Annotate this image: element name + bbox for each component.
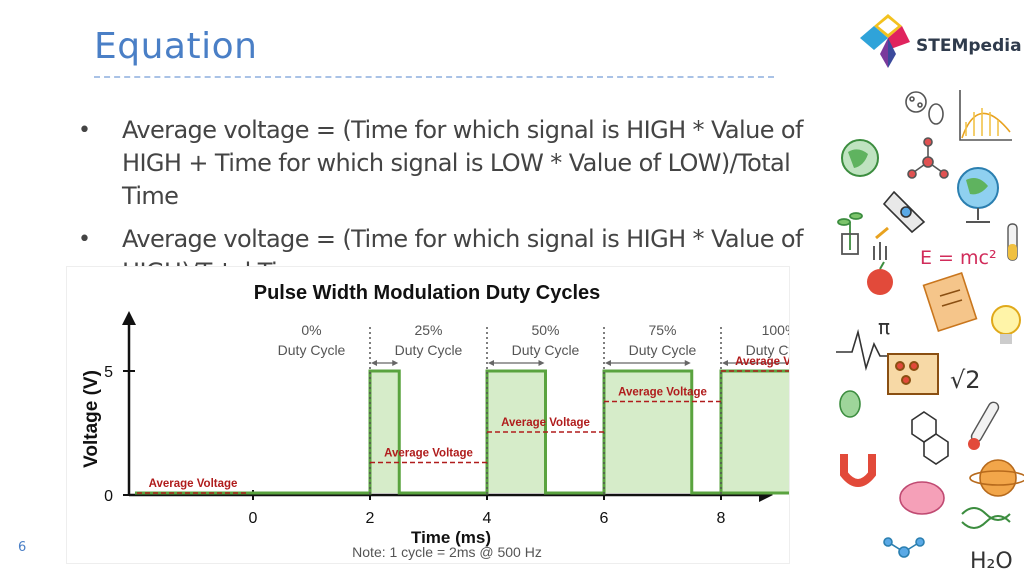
duty-cycle-label: Duty Cycle <box>278 342 346 358</box>
rocket-icon <box>875 190 926 240</box>
einstein-equation-text: E = mc² <box>920 247 997 269</box>
duty-cycle-label: Duty Cycle <box>512 342 580 358</box>
apple-icon <box>867 242 893 295</box>
average-voltage-label: Average Voltage <box>618 387 707 399</box>
magnet-icon <box>840 454 876 487</box>
test-tube-icon <box>1007 223 1018 261</box>
cycle-note: Note: 1 cycle = 2ms @ 500 Hz <box>352 544 542 560</box>
molecule-icon <box>907 137 949 179</box>
water-formula-text: H₂O <box>970 549 1013 574</box>
thermometer-icon <box>968 401 1000 450</box>
y-axis-label: Voltage (V) <box>81 370 102 468</box>
bullet-dot: • <box>78 118 91 143</box>
book-icon <box>922 271 978 333</box>
duty-cycle-label: Duty Cycle <box>395 342 463 358</box>
atom-chain-icon <box>883 537 925 558</box>
y-tick-label: 5 <box>104 364 113 381</box>
sqrt-two-text: √2 <box>950 366 981 394</box>
pwm-diagram-svg: Pulse Width Modulation Duty Cycles Volta… <box>81 282 840 560</box>
pulse-wave-icon <box>836 328 890 371</box>
x-tick-label: 8 <box>717 510 726 527</box>
average-voltage-label: Average Voltage <box>384 448 473 460</box>
arrow-head <box>538 360 545 366</box>
duty-percent-label: 75% <box>648 322 676 338</box>
lightbulb-icon <box>991 305 1021 344</box>
x-tick-label: 2 <box>366 510 375 527</box>
duty-percent-label: 100% <box>762 322 789 338</box>
x-axis-label: Time (ms) <box>411 528 491 547</box>
arrow-head <box>605 360 611 366</box>
stempedia-logo-icon <box>860 14 910 68</box>
y-axis-arrow <box>122 311 136 325</box>
microbe-icon <box>905 91 944 125</box>
pi-symbol-text: π <box>878 315 890 339</box>
globe-icon <box>841 139 879 177</box>
hexagon-molecule-icon <box>911 411 949 465</box>
bullet-dot: • <box>78 227 91 252</box>
graph-icon <box>959 90 1012 141</box>
bullet-text: Average voltage = (Time for which signal… <box>122 116 803 210</box>
high-pulse-fill <box>370 371 400 493</box>
arrow-head <box>488 360 494 366</box>
dna-icon <box>961 507 1011 529</box>
world-globe-icon <box>957 167 999 223</box>
abacus-icon <box>887 353 939 395</box>
high-pulse-fill <box>604 371 692 493</box>
pwm-diagram: Pulse Width Modulation Duty Cycles Volta… <box>66 266 840 564</box>
science-doodles: E = mc² π √2 H <box>836 90 1024 574</box>
arrow-head <box>371 360 377 366</box>
pill-icon <box>839 390 861 418</box>
average-voltage-label: Average Voltage <box>149 478 238 490</box>
arrow-head <box>684 360 691 366</box>
brand-name: STEMpedia <box>916 36 1022 56</box>
y-tick-label: 0 <box>104 488 113 505</box>
duty-percent-label: 50% <box>531 322 559 338</box>
x-tick-label: 4 <box>483 510 492 527</box>
duty-cycle-label: Duty Cycle <box>629 342 697 358</box>
arrow-head <box>722 360 728 366</box>
plant-icon <box>837 212 863 255</box>
average-voltage-label: Average Voltage <box>735 356 789 368</box>
slide-title: Equation <box>94 26 258 67</box>
title-divider <box>94 76 774 78</box>
brain-icon <box>899 481 945 515</box>
stempedia-logo: STEMpedia <box>858 10 1022 72</box>
page-number: 6 <box>18 540 27 555</box>
arrow-head <box>392 360 399 366</box>
average-voltage-label: Average Voltage <box>501 417 590 429</box>
plot-area: 0 5 0 2 4 6 8 0% Duty Cycle Average Voltage 25% Dut… <box>104 311 840 527</box>
high-pulse-fill <box>721 371 838 493</box>
duty-percent-label: 25% <box>414 322 442 338</box>
bullet-item: • Average voltage = (Time for which sign… <box>78 114 818 213</box>
x-tick-label: 6 <box>600 510 609 527</box>
diagram-title: Pulse Width Modulation Duty Cycles <box>254 282 601 304</box>
duty-percent-label: 0% <box>301 322 321 338</box>
x-tick-label: 0 <box>249 510 258 527</box>
planet-icon <box>969 459 1024 497</box>
